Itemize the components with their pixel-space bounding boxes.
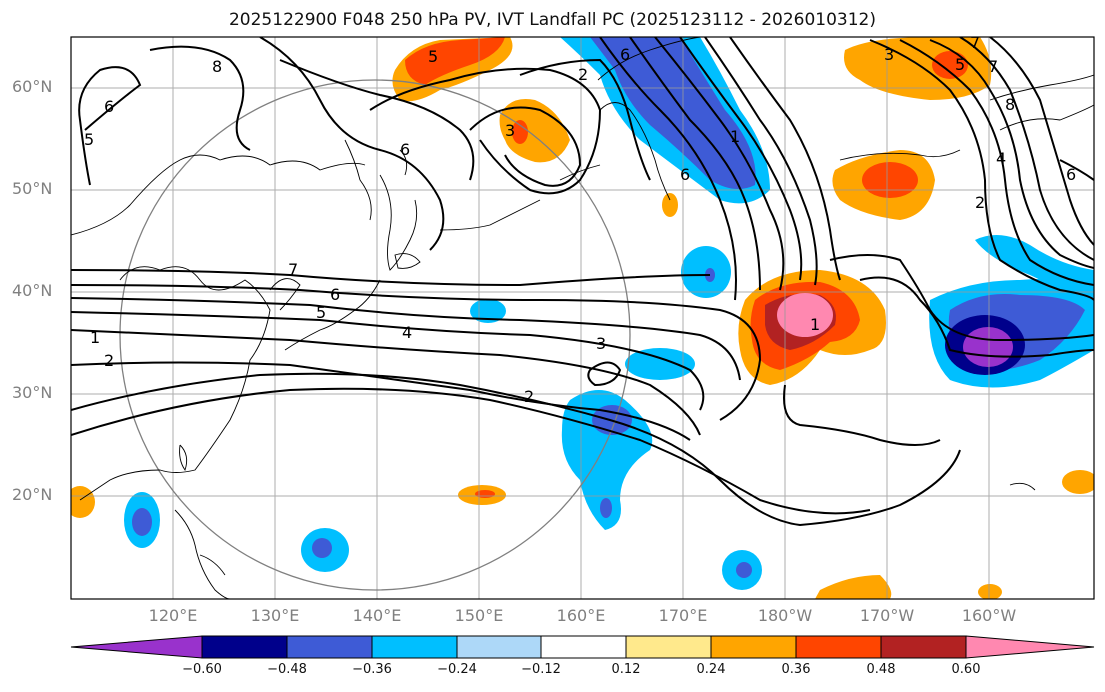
contour-label: 2 bbox=[578, 65, 588, 84]
lat-tick-label: 20°N bbox=[12, 485, 53, 504]
contour-label: 7 bbox=[288, 260, 298, 279]
colorbar-cell bbox=[795, 635, 882, 659]
contour-label: 3 bbox=[596, 334, 606, 353]
contour-label: 5 bbox=[428, 47, 438, 66]
colorbar-tick-label: 0.60 bbox=[951, 662, 981, 677]
contour-label: 7 bbox=[988, 57, 998, 76]
contour-label: 6 bbox=[330, 285, 340, 304]
colorbar-cell bbox=[371, 635, 458, 659]
contour-label: 7 bbox=[970, 33, 980, 52]
contour-label: 1 bbox=[730, 127, 740, 146]
lon-tick-label: 130°E bbox=[250, 606, 300, 625]
colorbar-cell bbox=[540, 635, 627, 659]
contour-label: 3 bbox=[884, 45, 894, 64]
colorbar-tick-label: −0.48 bbox=[267, 662, 307, 677]
lon-tick-label: 150°E bbox=[454, 606, 504, 625]
contour-label: 6 bbox=[104, 97, 114, 116]
colorbar-cell bbox=[710, 635, 797, 659]
contour-label: 6 bbox=[680, 165, 690, 184]
lon-tick-label: 170°W bbox=[859, 606, 915, 625]
contour-label: 6 bbox=[620, 45, 630, 64]
lat-tick-label: 50°N bbox=[12, 179, 53, 198]
colorbar-tick-label: 0.12 bbox=[611, 662, 641, 677]
lat-tick-label: 30°N bbox=[12, 383, 53, 402]
landfall-circle bbox=[119, 79, 631, 591]
contour-label: 8 bbox=[212, 57, 222, 76]
contour-label: 5 bbox=[316, 303, 326, 322]
contour-label: 2 bbox=[975, 193, 985, 212]
lat-tick-label: 40°N bbox=[12, 281, 53, 300]
contour-label: 5 bbox=[955, 55, 965, 74]
colorbar-cell bbox=[880, 635, 967, 659]
colorbar bbox=[70, 635, 1095, 659]
graticule bbox=[71, 37, 1094, 599]
colorbar-cell bbox=[201, 635, 288, 659]
colorbar-tick-label: −0.24 bbox=[437, 662, 477, 677]
shaded-field bbox=[71, 37, 1094, 599]
lon-tick-label: 140°E bbox=[352, 606, 402, 625]
figure-title: 2025122900 F048 250 hPa PV, IVT Landfall… bbox=[228, 10, 876, 30]
contour-label: 6 bbox=[1066, 165, 1076, 184]
contour-label: 3 bbox=[505, 121, 515, 140]
contour-label-group: 5 8 6 5 3 6 1 6 7 2 5 3 7 8 6 4 2 6 7 6 … bbox=[84, 33, 1076, 406]
lon-tick-label: 170°E bbox=[658, 606, 708, 625]
colorbar-tick-label: −0.36 bbox=[352, 662, 392, 677]
contour-label: 4 bbox=[402, 323, 412, 342]
colorbar-cell bbox=[625, 635, 712, 659]
lon-tick-label: 160°E bbox=[556, 606, 606, 625]
colorbar-tick-label: 0.24 bbox=[696, 662, 726, 677]
contour-label: 6 bbox=[400, 140, 410, 159]
plot-frame bbox=[70, 36, 1095, 600]
contour-label: 2 bbox=[524, 387, 534, 406]
lon-tick-label: 180°W bbox=[757, 606, 813, 625]
colorbar-cell bbox=[286, 635, 373, 659]
colorbar-cell bbox=[70, 635, 203, 659]
colorbar-tick-label: −0.60 bbox=[182, 662, 222, 677]
contour-label: 8 bbox=[1005, 95, 1015, 114]
contour-label: 1 bbox=[90, 328, 100, 347]
colorbar-cell bbox=[456, 635, 542, 659]
contour-label: 1 bbox=[810, 315, 820, 334]
contour-label: 2 bbox=[104, 351, 114, 370]
colorbar-tick-label: 0.48 bbox=[866, 662, 896, 677]
lon-tick-label: 160°W bbox=[961, 606, 1017, 625]
lat-tick-label: 60°N bbox=[12, 77, 53, 96]
pv-contours bbox=[71, 37, 1094, 527]
colorbar-tick-label: 0.36 bbox=[781, 662, 811, 677]
contour-label: 4 bbox=[996, 149, 1006, 168]
lon-tick-label: 120°E bbox=[148, 606, 198, 625]
plot-area bbox=[71, 37, 1094, 599]
colorbar-tick-label: −0.12 bbox=[521, 662, 561, 677]
contour-label: 5 bbox=[84, 130, 94, 149]
colorbar-cell bbox=[965, 635, 1095, 659]
